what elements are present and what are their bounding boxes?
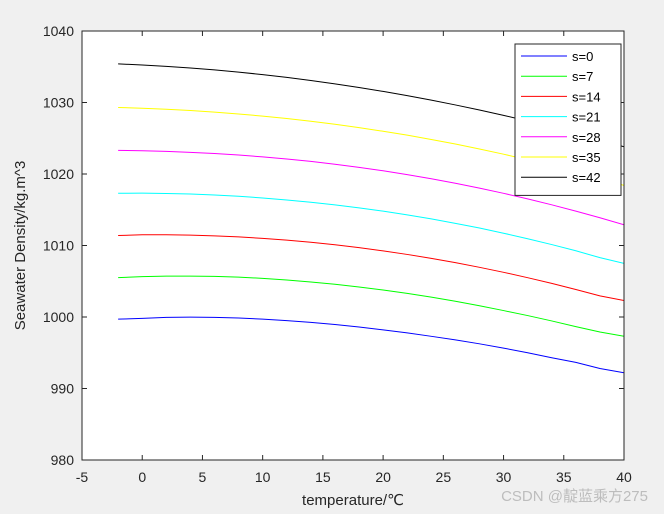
legend-box (514, 43, 622, 196)
legend-label: s=14 (572, 89, 601, 104)
x-tick-label: 35 (556, 469, 572, 485)
series-line-s-7 (118, 275, 624, 337)
series-line-s-14 (118, 234, 624, 302)
x-tick-label: 10 (255, 469, 271, 485)
y-tick-label: 1040 (43, 23, 74, 39)
x-tick-label: 40 (616, 469, 632, 485)
x-tick-label: 15 (315, 469, 331, 485)
legend: s=0 s=7 s=14 s=21 s=28 s=35 s=42 (514, 43, 622, 196)
y-tick-label: 1010 (43, 238, 74, 254)
x-tick-label: 0 (138, 469, 146, 485)
legend-label: s=28 (572, 130, 601, 145)
x-tick-label: 25 (436, 469, 452, 485)
legend-label: s=0 (572, 49, 593, 64)
x-tick-label: 30 (496, 469, 512, 485)
y-tick-label: 1030 (43, 95, 74, 111)
x-axis-label: temperature/℃ (302, 492, 404, 509)
legend-label: s=21 (572, 110, 601, 125)
x-tick-label: -5 (76, 469, 89, 485)
watermark-text: CSDN @靛蓝乘方275 (501, 488, 648, 505)
ticks-layer: -5 0 5 10 15 20 25 30 35 40 980 990 1000 1010 1020 1030… (43, 23, 632, 485)
legend-label: s=35 (572, 150, 601, 165)
y-tick-label: 1000 (43, 309, 74, 325)
x-tick-label: 20 (375, 469, 391, 485)
y-axis-label: Seawater Density/kg.m^3 (12, 161, 29, 331)
series-line-s-28 (118, 149, 624, 226)
series-line-s-21 (118, 192, 624, 264)
y-tick-label: 990 (51, 381, 75, 397)
y-tick-label: 980 (51, 452, 75, 468)
legend-label: s=42 (572, 170, 601, 185)
x-tick-label: 5 (199, 469, 207, 485)
series-line-s-0 (118, 316, 624, 374)
y-tick-label: 1020 (43, 166, 74, 182)
legend-label: s=7 (572, 69, 593, 84)
